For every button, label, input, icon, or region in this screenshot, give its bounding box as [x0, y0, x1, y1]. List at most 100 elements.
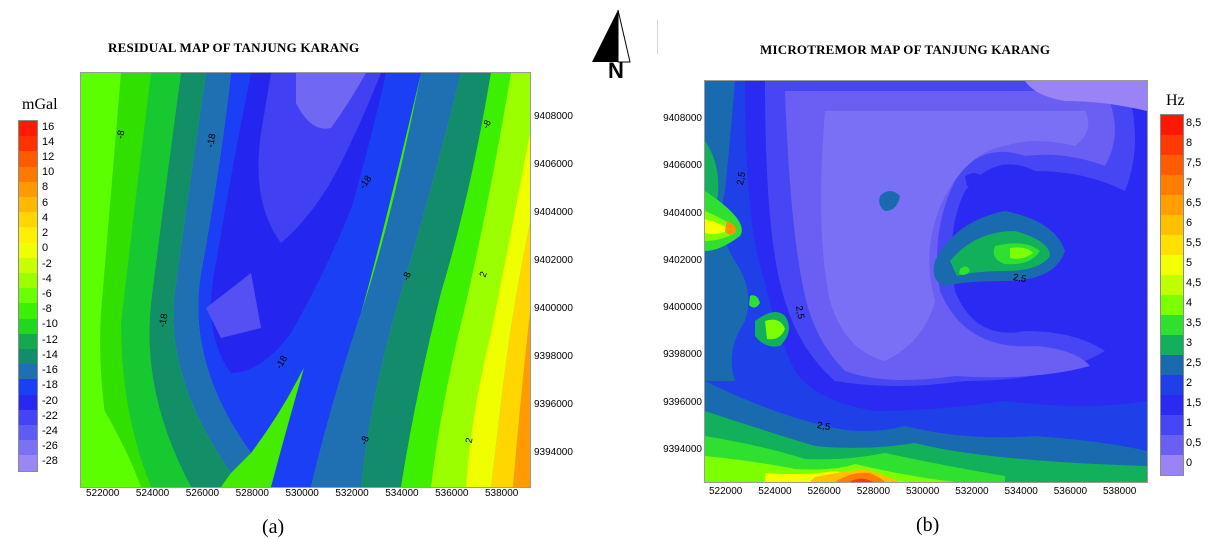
legend-label: 1,5	[1186, 397, 1202, 409]
y-tick-label: 9398000	[663, 349, 702, 361]
legend-label: 0	[1186, 457, 1193, 469]
legend-label: -8	[42, 303, 52, 316]
microtremor-caption: (b)	[916, 514, 940, 536]
x-tick-label: 526000	[185, 488, 220, 499]
microtremor-legend-unit: Hz	[1166, 92, 1185, 109]
y-tick-label: 9404000	[534, 207, 573, 218]
legend-swatch	[1161, 435, 1183, 455]
legend-label: 7	[1186, 177, 1193, 189]
legend-swatch	[1161, 175, 1183, 195]
y-tick-label: 9398000	[534, 351, 573, 362]
microtremor-map: 2,5 2,5 2,5 2,5	[704, 80, 1148, 483]
legend-label: 2,5	[1186, 357, 1202, 369]
x-tick-label: 536000	[435, 488, 469, 499]
legend-label: 12	[42, 151, 55, 164]
legend-swatch	[19, 288, 37, 304]
legend-label: -26	[42, 440, 58, 453]
legend-swatch	[19, 166, 37, 182]
legend-swatch	[19, 181, 37, 198]
legend-label: -22	[42, 409, 58, 422]
x-tick-label: 522000	[86, 488, 120, 499]
y-tick-label: 9402000	[663, 254, 702, 266]
microtremor-y-axis: 9408000 9406000 9404000 9402000 9400000 93980…	[640, 80, 702, 481]
legend-label: 7,5	[1186, 157, 1202, 169]
x-tick-label: 534000	[385, 488, 419, 499]
y-tick-label: 9400000	[534, 303, 573, 314]
x-tick-label: 538000	[485, 488, 519, 499]
legend-label: 4	[1186, 297, 1193, 309]
y-tick-label: 9394000	[663, 444, 702, 455]
legend-label: -16	[42, 364, 58, 377]
x-tick-label: 530000	[906, 486, 940, 497]
legend-swatch	[1161, 395, 1183, 415]
legend-swatch	[19, 227, 37, 243]
legend-swatch	[19, 394, 37, 410]
legend-swatch	[19, 242, 37, 258]
residual-legend: 16 14 12 10 8 6 4 2 0 -2 -4 -6 -8 -10 -12 -14 -16 -18 -20 -…	[18, 120, 78, 472]
legend-swatch	[19, 212, 37, 228]
y-tick-label: 9396000	[663, 396, 702, 408]
residual-map-contours	[81, 73, 530, 487]
residual-legend-unit: mGal	[22, 96, 58, 113]
legend-swatch	[19, 409, 37, 426]
legend-label: 10	[42, 166, 55, 179]
x-tick-label: 532000	[955, 486, 989, 497]
y-tick-label: 9402000	[534, 255, 573, 266]
legend-swatch	[19, 379, 37, 395]
legend-swatch	[19, 455, 37, 471]
microtremor-legend-swatches	[1161, 115, 1183, 475]
y-tick-label: 9408000	[663, 113, 702, 124]
residual-x-axis: 522000 524000 526000 528000 530000 532000 5340…	[80, 488, 529, 502]
legend-swatch	[19, 257, 37, 274]
contour-label: -18	[157, 312, 171, 329]
north-arrow: N	[588, 8, 632, 83]
y-tick-label: 9406000	[534, 159, 573, 170]
contour-label: -8	[115, 129, 128, 140]
legend-swatch	[1161, 335, 1183, 355]
legend-label: 6	[1186, 217, 1193, 229]
legend-swatch	[1161, 415, 1183, 435]
legend-label: 3	[1186, 337, 1193, 349]
legend-label: 16	[42, 120, 55, 133]
legend-label: 4	[42, 211, 49, 224]
legend-label: -24	[42, 424, 58, 437]
x-tick-label: 528000	[235, 488, 269, 499]
y-tick-label: 9394000	[534, 447, 573, 458]
residual-map: -8 -18 -18 -8 -8 2 -18 -18 -8 2	[80, 72, 531, 488]
legend-label: -4	[42, 272, 52, 285]
x-tick-label: 536000	[1053, 486, 1088, 497]
contour-label: -18	[205, 132, 219, 149]
legend-label: 6,5	[1186, 197, 1202, 209]
contour-label: 2,5	[793, 305, 807, 320]
legend-label: 0,5	[1186, 437, 1202, 449]
y-tick-label: 9408000	[534, 111, 573, 122]
divider	[657, 20, 658, 54]
legend-label: -18	[42, 379, 58, 392]
microtremor-legend: 8,5 8 7,5 7 6,5 6 5,5 5 4,5 4 3,5 3 2,5 2 1,5 1 0,5 0	[1160, 114, 1206, 478]
legend-label: -14	[42, 348, 58, 361]
legend-swatch	[1161, 195, 1183, 215]
legend-label: 6	[42, 196, 49, 209]
y-tick-label: 9400000	[663, 302, 702, 314]
x-tick-label: 528000	[856, 486, 891, 497]
x-tick-label: 524000	[758, 486, 792, 497]
legend-label: -2	[42, 257, 52, 270]
x-tick-label: 530000	[285, 488, 319, 499]
x-tick-label: 522000	[709, 486, 743, 497]
legend-label: -20	[42, 394, 58, 407]
residual-y-axis: 9408000 9406000 9404000 9402000 9400000 93980…	[534, 72, 594, 486]
legend-swatch	[1161, 135, 1183, 155]
legend-label: 14	[42, 135, 55, 148]
x-tick-label: 538000	[1103, 486, 1137, 497]
legend-label: 0	[42, 242, 49, 255]
legend-swatch	[19, 425, 37, 441]
legend-swatch	[19, 121, 37, 137]
residual-legend-swatches	[19, 121, 37, 471]
legend-label: 2	[1186, 377, 1193, 389]
legend-label: -28	[42, 455, 58, 468]
legend-label: 5	[1186, 257, 1193, 269]
legend-swatch	[19, 303, 37, 319]
legend-label: -12	[42, 333, 58, 346]
legend-swatch	[19, 318, 37, 334]
legend-label: 4,5	[1186, 277, 1202, 289]
